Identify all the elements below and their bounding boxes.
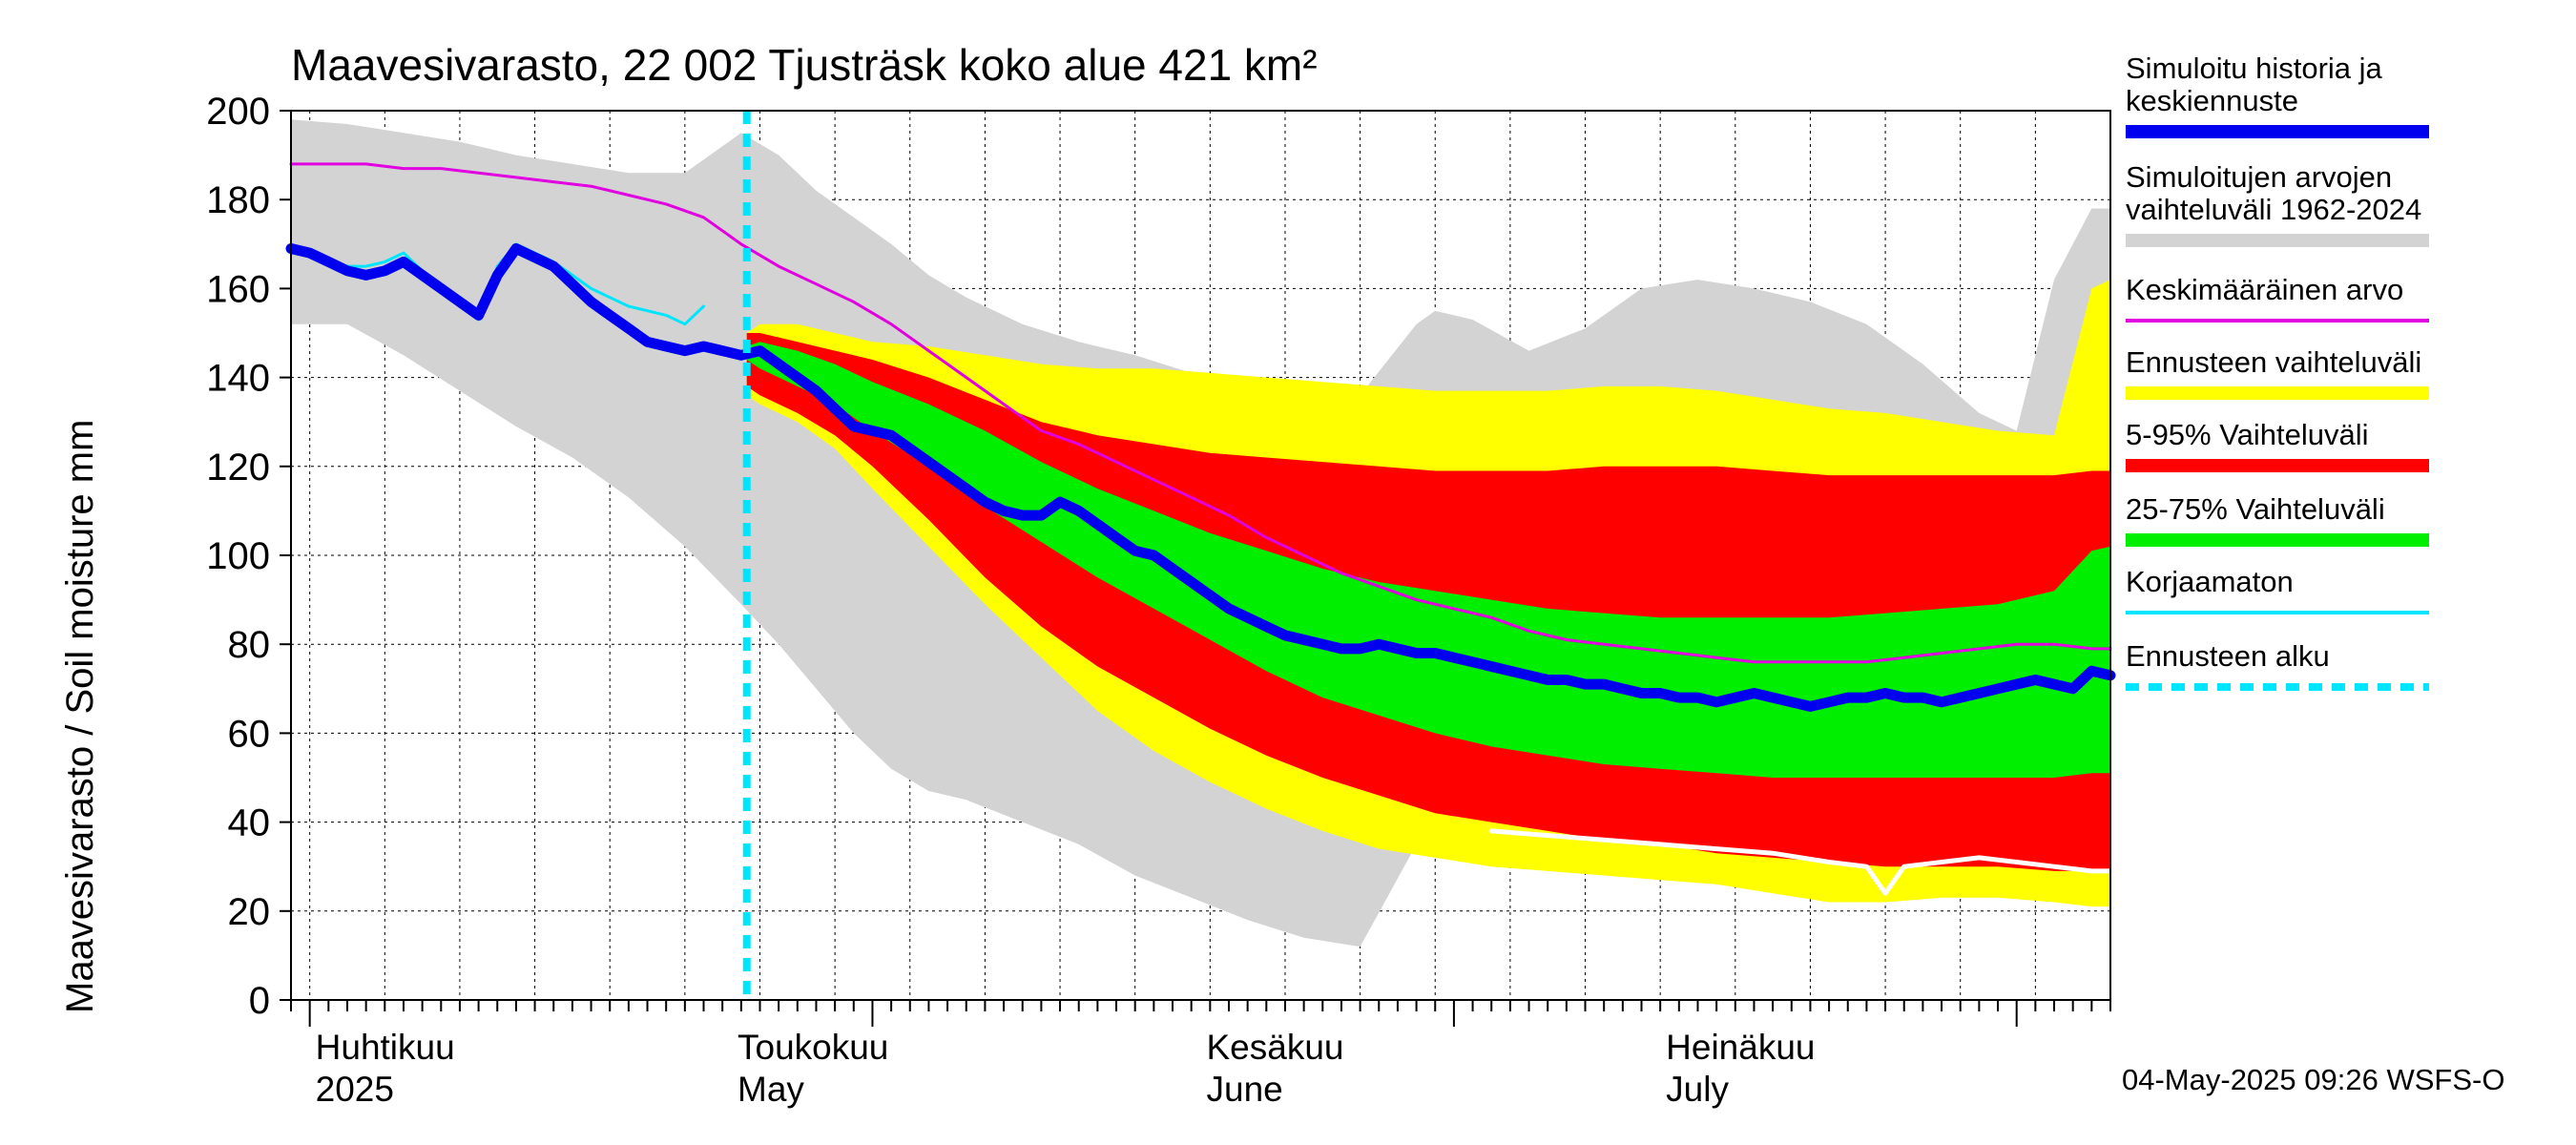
legend-label-ennusteen-vaihteluv-li: Ennusteen vaihteluväli <box>2126 345 2421 379</box>
x-month-label-en: 2025 <box>316 1070 394 1109</box>
chart-title: Maavesivarasto, 22 002 Tjusträsk koko al… <box>291 40 1318 90</box>
line-keskim-r-inen-arvo <box>289 162 2112 664</box>
line-simuloitu-historia-ja-keskiennuste <box>285 243 2116 712</box>
y-axis-label: Maavesivarasto / Soil moisture mm <box>59 420 101 1013</box>
legend-label-5-95-vaihteluv-li: 5-95% Vaihteluväli <box>2126 418 2368 451</box>
y-tick-label: 60 <box>228 713 271 755</box>
legend-label-simuloitu-historia-ja-keskiennuste: Simuloitu historia ja keskiennuste <box>2126 52 2383 117</box>
x-month-label-fi: Toukokuu <box>737 1028 888 1067</box>
y-tick-label: 20 <box>228 891 271 933</box>
y-tick-label: 160 <box>206 268 270 310</box>
timestamp-footer: 04-May-2025 09:26 WSFS-O <box>2122 1063 2504 1096</box>
legend-label-korjaamaton: Korjaamaton <box>2126 565 2294 598</box>
x-month-label-fi: Huhtikuu <box>316 1028 455 1067</box>
legend: Simuloitu historia ja keskiennuste Simuloi… <box>2126 52 2429 691</box>
legend-label-ennusteen-alku: Ennusteen alku <box>2126 639 2330 673</box>
y-tick-label: 200 <box>206 91 270 133</box>
x-month-label-fi: Kesäkuu <box>1207 1028 1344 1067</box>
y-tick-label: 0 <box>249 980 270 1022</box>
y-tick-label: 80 <box>228 624 271 666</box>
legend-label-keskim-r-inen-arvo: Keskimääräinen arvo <box>2126 273 2403 306</box>
x-month-label-en: May <box>737 1070 804 1109</box>
plot-area <box>285 111 2116 1000</box>
y-tick-label: 40 <box>228 802 271 844</box>
y-tick-label: 100 <box>206 535 270 577</box>
legend-label-25-75-vaihteluv-li: 25-75% Vaihteluväli <box>2126 492 2385 526</box>
y-tick-label: 120 <box>206 447 270 489</box>
x-month-label-fi: Heinäkuu <box>1666 1028 1815 1067</box>
x-month-label-en: July <box>1666 1070 1729 1109</box>
y-tick-label: 140 <box>206 358 270 400</box>
x-month-label-en: June <box>1207 1070 1283 1109</box>
legend-label-simuloitujen-arvojen-vaihteluv-li-1962-2024: Simuloitujen arvojen vaihteluväli 1962-20… <box>2126 160 2421 226</box>
band-25-75-vaihteluv-li <box>746 342 2111 778</box>
y-tick-label: 180 <box>206 179 270 221</box>
line-minimum-history <box>1488 828 2113 896</box>
